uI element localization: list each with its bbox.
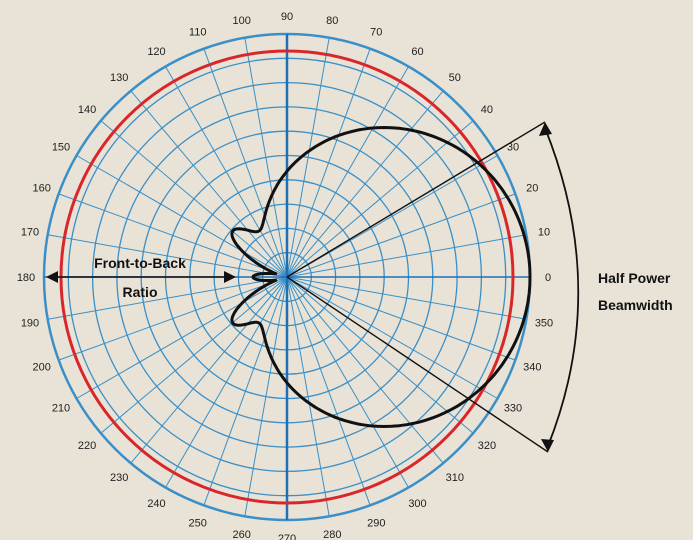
beamwidth-arrowhead-upper <box>539 122 552 136</box>
grid-spoke <box>286 276 371 506</box>
grid-spoke <box>165 276 288 488</box>
grid-spoke <box>286 276 516 361</box>
beamwidth-arc <box>544 127 580 447</box>
angle-label-240: 240 <box>147 498 165 510</box>
half-power-label-line2: Beamwidth <box>598 297 673 313</box>
grid-spoke <box>244 37 288 278</box>
grid-spoke <box>100 276 288 434</box>
angle-label-120: 120 <box>147 46 165 58</box>
angle-label-280: 280 <box>323 529 341 540</box>
half-power-line-lower <box>286 276 549 453</box>
angle-label-140: 140 <box>78 104 96 116</box>
grid-spoke <box>76 155 288 278</box>
angle-label-130: 130 <box>110 72 128 84</box>
angle-label-110: 110 <box>189 27 207 39</box>
grid-spoke <box>100 120 288 278</box>
angle-label-340: 340 <box>523 361 541 373</box>
grid-spoke <box>286 48 371 278</box>
angle-label-10: 10 <box>538 227 550 239</box>
angle-label-70: 70 <box>370 27 382 39</box>
angle-label-80: 80 <box>326 15 338 27</box>
grid-spoke <box>286 155 498 278</box>
half-power-label-line1: Half Power <box>598 270 671 286</box>
angle-label-40: 40 <box>481 104 493 116</box>
angle-label-220: 220 <box>78 440 96 452</box>
grid-spoke <box>286 120 474 278</box>
angle-label-160: 160 <box>33 183 51 195</box>
grid-spoke <box>58 193 288 278</box>
grid-spoke <box>286 276 444 464</box>
grid-spoke <box>286 193 516 278</box>
grid-spoke <box>130 90 288 278</box>
grid-spoke <box>47 276 288 320</box>
angle-label-310: 310 <box>446 472 464 484</box>
grid-spoke <box>76 276 288 399</box>
grid-spoke <box>203 276 288 506</box>
angle-label-330: 330 <box>504 403 522 415</box>
beamwidth-arrowhead-lower <box>541 439 554 452</box>
grid-spoke <box>130 276 288 464</box>
grid-spoke <box>286 234 527 278</box>
angle-label-300: 300 <box>408 498 426 510</box>
front-to-back-annotation: Front-to-Back Ratio <box>46 255 236 300</box>
grid-spoke <box>165 66 288 278</box>
angle-label-350: 350 <box>535 317 553 329</box>
grid-spoke <box>286 66 409 278</box>
angle-label-180: 180 <box>17 272 35 284</box>
angle-label-30: 30 <box>507 142 519 154</box>
angle-label-60: 60 <box>411 46 423 58</box>
angle-label-290: 290 <box>367 517 385 529</box>
angle-label-90: 90 <box>281 11 293 23</box>
angle-label-210: 210 <box>52 403 70 415</box>
front-to-back-label-line1: Front-to-Back <box>94 255 186 271</box>
grid-spoke <box>203 48 288 278</box>
grid-spoke <box>286 276 498 399</box>
angle-label-260: 260 <box>233 529 251 540</box>
half-power-beamwidth-annotation: Half Power Beamwidth <box>286 121 673 453</box>
angle-label-250: 250 <box>189 517 207 529</box>
angle-label-100: 100 <box>233 15 251 27</box>
angle-label-230: 230 <box>110 472 128 484</box>
front-to-back-label-line2: Ratio <box>123 284 158 300</box>
grid-spoke <box>286 90 444 278</box>
angle-label-270: 270 <box>278 533 296 540</box>
grid-spoke <box>286 276 330 517</box>
angle-label-0: 0 <box>545 272 551 284</box>
grid-spoke <box>58 276 288 361</box>
angle-label-190: 190 <box>21 317 39 329</box>
angle-label-50: 50 <box>449 72 461 84</box>
angle-label-320: 320 <box>478 440 496 452</box>
angle-label-170: 170 <box>21 227 39 239</box>
angle-labels: 0 10 20 30 40 50 60 70 80 90 100 110 120 130 140 150 160… <box>17 11 553 540</box>
grid-spoke <box>47 234 288 278</box>
angle-label-150: 150 <box>52 142 70 154</box>
grid-spoke <box>286 276 527 320</box>
grid-spoke <box>286 37 330 278</box>
front-to-back-arrowhead-right <box>224 271 236 283</box>
radiation-pattern-curve <box>230 125 532 429</box>
angle-label-20: 20 <box>526 183 538 195</box>
half-power-line-upper <box>286 121 546 278</box>
grid-spoke <box>286 276 409 488</box>
grid-spoke <box>286 276 474 434</box>
grid-spoke <box>244 276 288 517</box>
angle-label-200: 200 <box>33 361 51 373</box>
front-to-back-arrowhead-left <box>46 271 58 283</box>
